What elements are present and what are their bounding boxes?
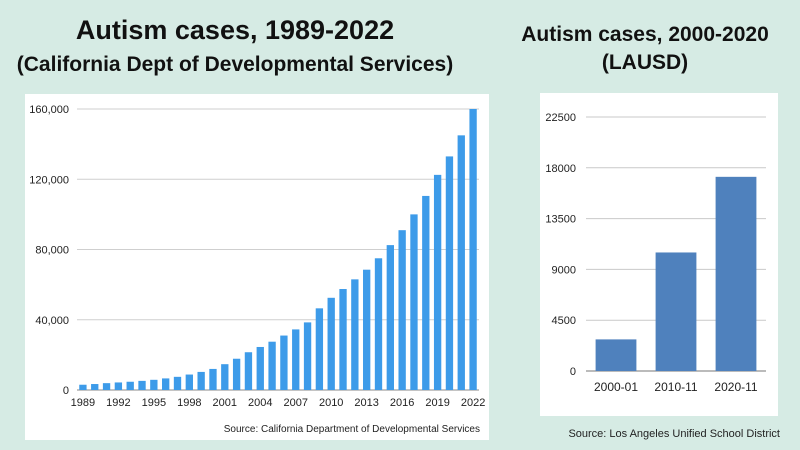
right-bar-chart: 0 4500 9000 13500 18000 22500 2000-01 2010-11 20… — [545, 112, 766, 394]
left-bar-1989 — [79, 384, 87, 390]
left-x-tick-label: 2001 — [213, 397, 237, 409]
left-bar-1994 — [138, 380, 146, 390]
right-y-tick-label: 9000 — [552, 264, 576, 276]
left-bar-1996 — [162, 378, 170, 390]
left-bar-2018 — [422, 195, 430, 390]
left-x-tick-label: 2016 — [390, 397, 414, 409]
left-bar-2009 — [315, 308, 324, 390]
right-x-tick-label: 2020-11 — [714, 380, 757, 394]
right-y-tick-label: 22500 — [545, 112, 576, 124]
left-chart-source: Source: California Department of Develop… — [223, 424, 480, 435]
left-bar-2006 — [280, 335, 288, 390]
left-bar-2017 — [410, 214, 418, 390]
left-bar-1995 — [150, 379, 158, 390]
left-y-tick-label: 0 — [63, 385, 69, 397]
left-bar-2019 — [433, 174, 442, 390]
left-x-tick-label: 2004 — [248, 397, 272, 409]
left-bar-1997 — [173, 376, 182, 390]
left-chart-subtitle: (California Dept of Developmental Servic… — [16, 53, 454, 76]
left-bar-2021 — [457, 135, 465, 390]
left-x-tick-label: 1992 — [106, 397, 130, 409]
left-bar-1999 — [197, 371, 205, 390]
left-chart-panel: 0 40,000 80,000 120,000 160,000 1989 1992 1995 1… — [25, 94, 489, 440]
left-bar-2000 — [209, 368, 217, 390]
left-bar-2008 — [303, 322, 312, 390]
left-bar-2004 — [256, 346, 264, 390]
left-bar-1991 — [102, 383, 111, 390]
right-chart-source: Source: Los Angeles Unified School Distr… — [568, 428, 780, 440]
left-bar-2014 — [374, 258, 383, 390]
left-bar-2022 — [469, 109, 477, 390]
right-y-tick-label: 18000 — [545, 163, 576, 175]
left-x-tick-label: 1998 — [177, 397, 201, 409]
right-bar-2000-01 — [595, 339, 637, 371]
left-bar-2003 — [244, 352, 253, 390]
left-bar-2010 — [327, 297, 335, 390]
right-y-tick-label: 13500 — [545, 214, 576, 226]
left-x-tick-label: 1989 — [71, 397, 95, 409]
left-bar-2007 — [292, 329, 300, 390]
left-bar-1998 — [185, 374, 193, 390]
left-bar-chart: 0 40,000 80,000 120,000 160,000 1989 1992 1995 1… — [29, 104, 485, 409]
left-bar-2005 — [268, 341, 276, 390]
right-chart-title: Autism cases, 2000-2020 — [521, 23, 769, 46]
left-y-tick-label: 80,000 — [35, 245, 69, 257]
left-bar-1992 — [114, 382, 123, 390]
left-x-tick-label: 2013 — [354, 397, 378, 409]
right-bar-2020-11 — [715, 176, 757, 371]
right-bar-2010-11 — [655, 252, 697, 371]
left-x-tick-label: 1995 — [142, 397, 166, 409]
left-y-tick-label: 40,000 — [35, 315, 69, 327]
left-y-tick-label: 160,000 — [29, 104, 69, 116]
left-bar-2002 — [232, 358, 241, 390]
left-bar-1990 — [91, 384, 99, 390]
right-x-tick-label: 2000-01 — [594, 380, 638, 394]
left-x-tick-label: 2022 — [461, 397, 485, 409]
left-bar-2011 — [339, 289, 347, 390]
left-bar-2013 — [363, 269, 371, 390]
left-y-tick-label: 120,000 — [29, 174, 69, 186]
left-x-tick-label: 2010 — [319, 397, 343, 409]
right-chart-panel: 0 4500 9000 13500 18000 22500 2000-01 2010-11 20… — [540, 93, 778, 416]
left-x-tick-label: 2007 — [283, 397, 307, 409]
right-chart-subtitle: (LAUSD) — [601, 51, 689, 74]
left-bar-2001 — [221, 364, 229, 390]
left-bar-2015 — [386, 245, 394, 390]
right-y-tick-label: 4500 — [552, 315, 576, 327]
left-bar-1993 — [126, 381, 134, 390]
left-bar-2012 — [351, 279, 359, 390]
right-y-tick-label: 0 — [570, 366, 576, 378]
right-x-tick-label: 2010-11 — [654, 380, 697, 394]
left-chart-title: Autism cases, 1989-2022 — [75, 15, 395, 45]
left-bar-2016 — [398, 230, 406, 390]
left-x-tick-label: 2019 — [425, 397, 449, 409]
left-bar-2020 — [445, 156, 454, 390]
